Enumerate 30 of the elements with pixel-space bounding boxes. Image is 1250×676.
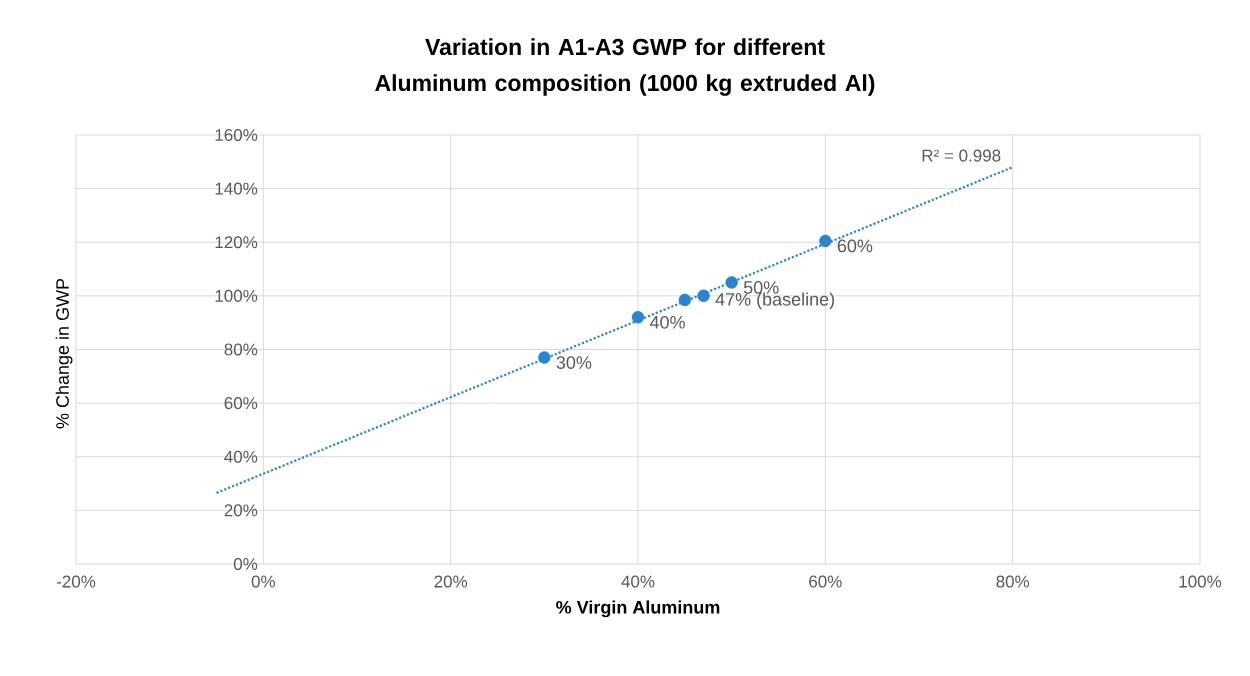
chart-title: Variation in A1-A3 GWP for different Aluminum composition (1000 kg extruded Al) xyxy=(375,38,875,96)
y-tick-label: 120% xyxy=(215,236,258,249)
y-tick-label: 40% xyxy=(224,450,258,463)
point xyxy=(538,351,551,364)
y-tick-label: 20% xyxy=(224,504,258,517)
point xyxy=(819,234,832,248)
x-tick-label: 40% xyxy=(621,575,655,588)
annotation: 50% xyxy=(743,281,779,294)
point xyxy=(631,311,645,324)
x-axis-title: % Virgin Aluminum xyxy=(556,600,720,618)
x-tick-label: 80% xyxy=(996,575,1030,588)
y-tick-label: 80% xyxy=(224,343,258,356)
x-tick-label: -20% xyxy=(56,575,96,588)
y-tick-label: 0% xyxy=(233,557,258,571)
x-tick-label: 20% xyxy=(434,575,468,588)
annotation: 60% xyxy=(837,239,873,253)
point xyxy=(725,276,738,289)
y-tick-label: 140% xyxy=(215,182,258,195)
point xyxy=(678,293,692,307)
x-tick-label: 0% xyxy=(251,575,276,588)
point xyxy=(697,289,710,303)
y-tick-label: 100% xyxy=(215,289,258,302)
annotation: R² = 0.998 xyxy=(922,149,1001,162)
x-tick-label: 60% xyxy=(809,575,842,588)
y-tick-label: 60% xyxy=(224,397,258,410)
y-tick-label: 160% xyxy=(215,128,258,142)
annotation: 40% xyxy=(649,315,685,329)
annotation: 30% xyxy=(556,356,592,369)
x-tick-label: 100% xyxy=(1179,575,1222,588)
y-axis-title: % Change in GWP xyxy=(55,278,73,429)
